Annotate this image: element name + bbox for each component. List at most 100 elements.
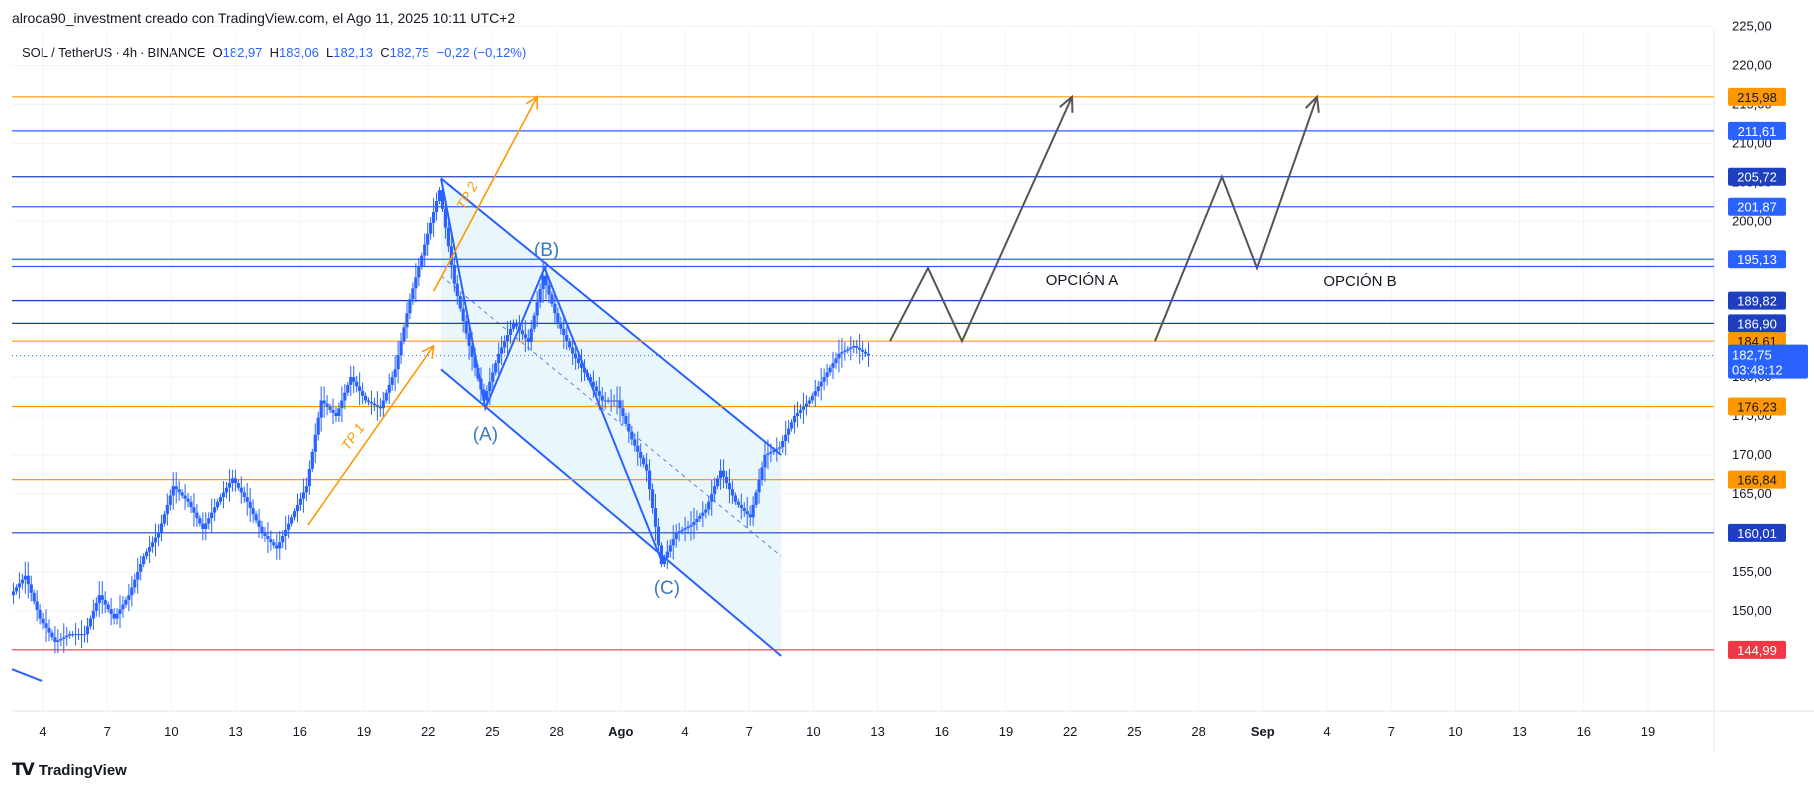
level-price-label: 176,23 (1737, 399, 1777, 414)
candle-body (139, 564, 143, 572)
level-price-tag (1728, 291, 1786, 310)
candle-body (369, 402, 374, 404)
candle-body (840, 352, 844, 354)
candle-body (701, 512, 705, 516)
candle-body (757, 479, 761, 493)
candle-body (639, 451, 643, 459)
candle-body (742, 507, 746, 512)
candle-body (863, 351, 868, 354)
candle-body (340, 400, 344, 409)
candle-body (550, 294, 554, 304)
level-price-label: 211,61 (1738, 124, 1777, 139)
change-value: −0,22 (−0,12%) (436, 45, 527, 60)
level-price-label: 160,01 (1737, 526, 1777, 541)
target-arrow-head (525, 95, 539, 110)
candle-body (263, 532, 267, 537)
candle-body (183, 495, 187, 499)
exchange-label: BINANCE (147, 45, 206, 60)
candle-body (503, 341, 507, 348)
candle-body (630, 431, 634, 440)
candle-body (698, 515, 702, 519)
candle-body (668, 545, 672, 552)
candle-body (772, 450, 776, 452)
candle-body (174, 486, 178, 490)
close-value: 182,75 (389, 45, 430, 60)
candle-body (446, 227, 450, 247)
candle-body (710, 493, 714, 502)
time-tick-label: 10 (164, 724, 178, 739)
open-label: O (212, 45, 223, 60)
candle-body (414, 277, 418, 289)
candle-body (843, 350, 847, 353)
candle-body (689, 525, 693, 527)
candle-body (307, 469, 311, 487)
scenario-path (889, 96, 1073, 344)
candle-body (497, 353, 501, 364)
candle-body (115, 613, 119, 619)
candle-body (337, 408, 341, 417)
candle-body (216, 501, 220, 508)
interval-label[interactable]: 4h (122, 45, 138, 60)
candle-body (159, 523, 164, 533)
candle-body (133, 579, 137, 588)
level-price-tag (1728, 470, 1786, 489)
candle-body (645, 464, 649, 471)
candle-body (733, 495, 737, 502)
symbol-name[interactable]: SOL / TetherUS (22, 45, 113, 60)
candle-body (358, 386, 362, 392)
candle-body (322, 400, 326, 404)
candle-body (352, 377, 356, 382)
candle-body (716, 478, 720, 487)
time-tick-label: 7 (104, 724, 111, 739)
candle-body (65, 635, 69, 638)
candle-body (600, 395, 604, 401)
candle-body (59, 638, 63, 641)
level-price-tag (1728, 523, 1786, 542)
candle-body (363, 395, 368, 401)
candle-body (366, 400, 371, 403)
tradingview-brand[interactable]: TV TradingView (12, 760, 127, 780)
candle-body (295, 504, 300, 512)
candle-body (177, 489, 181, 493)
time-tick-label: 7 (746, 724, 753, 739)
channel-stub-line (11, 668, 43, 682)
candle-body (156, 532, 161, 538)
target-arrow-head (421, 344, 435, 359)
candle-body (683, 528, 687, 530)
candle-body (704, 509, 708, 513)
candle-body (29, 584, 33, 593)
time-tick-label: Ago (608, 724, 633, 739)
time-tick-label: 22 (1063, 724, 1077, 739)
candle-body (526, 338, 530, 343)
candle-body (118, 609, 122, 614)
candle-body (579, 363, 584, 368)
level-price-tag (1728, 250, 1786, 269)
candle-body (523, 334, 527, 339)
candle-body (210, 512, 214, 519)
candle-body (23, 575, 27, 580)
candle-body (275, 545, 279, 549)
candle-body (355, 381, 359, 387)
candle-body (642, 458, 646, 465)
candle-body (402, 327, 406, 342)
candle-body (621, 408, 625, 417)
candle-body (837, 353, 841, 359)
candle-body (396, 355, 400, 370)
candle-body (508, 328, 513, 336)
time-tick-label: 16 (935, 724, 949, 739)
candle-body (41, 618, 45, 624)
candle-body (464, 321, 468, 334)
candle-body (686, 526, 690, 529)
target-arrow-line (432, 96, 538, 292)
time-tick-label: 16 (293, 724, 307, 739)
candle-body (831, 363, 835, 368)
candle-body (819, 381, 823, 387)
candle-body (547, 285, 551, 295)
candle-body (775, 448, 779, 451)
candle-body (165, 504, 169, 515)
candle-body (97, 595, 101, 604)
candle-body (35, 601, 39, 611)
candle-body (130, 587, 134, 596)
candle-body (488, 381, 492, 392)
